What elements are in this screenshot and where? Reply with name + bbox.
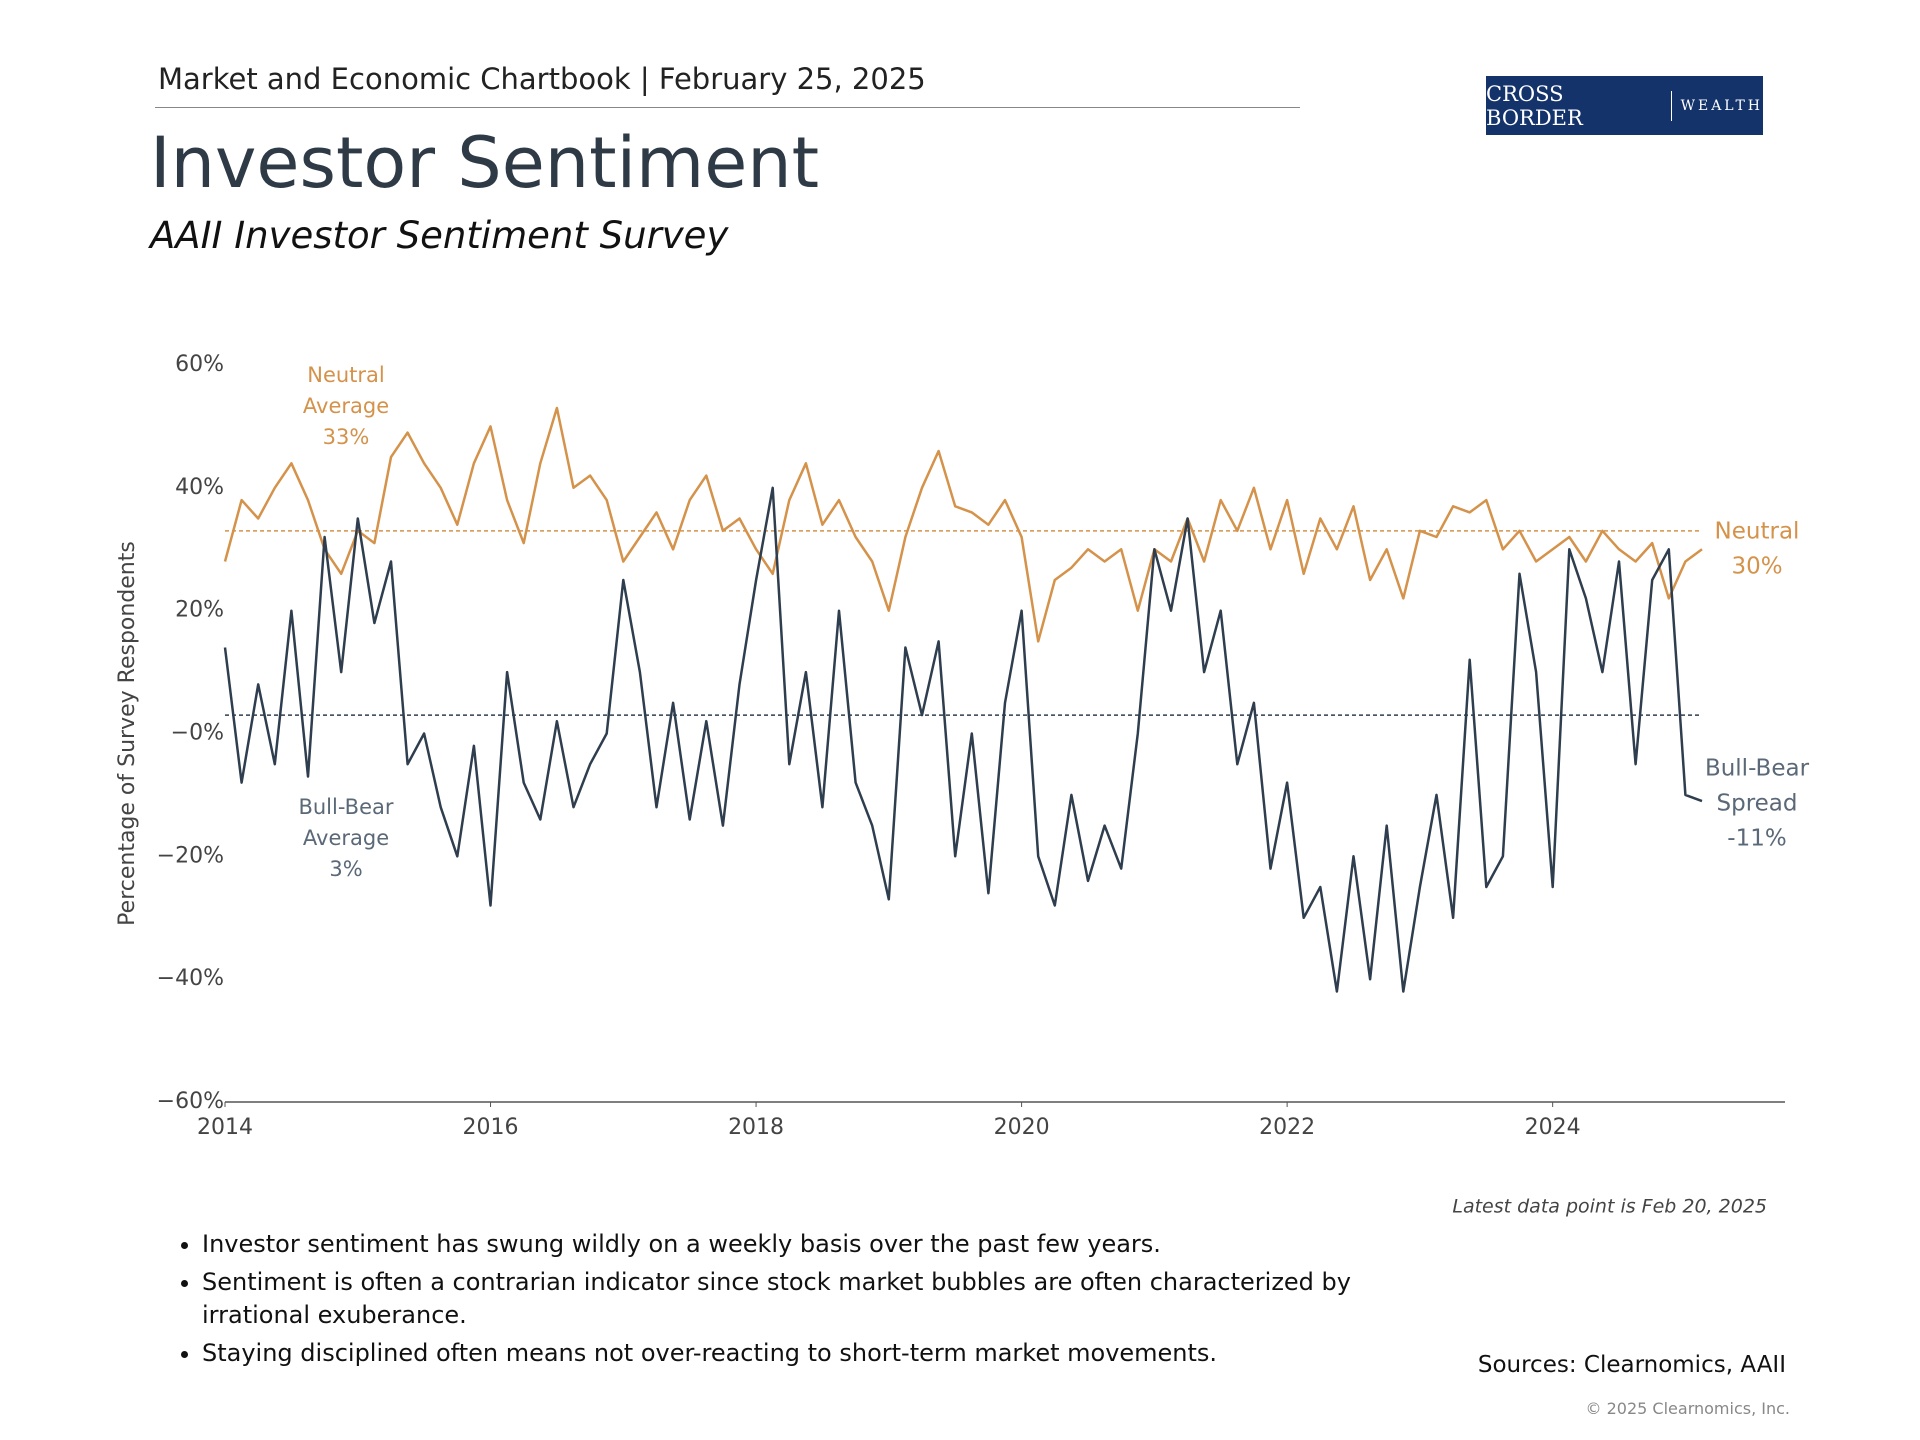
logo-divider — [1670, 90, 1672, 121]
x-tick-label: 2020 — [994, 1115, 1050, 1140]
bullet: Staying disciplined often means not over… — [202, 1337, 1432, 1370]
y-tick-label: −20% — [157, 843, 224, 868]
bullet: Sentiment is often a contrarian indicato… — [202, 1266, 1432, 1332]
annotation: Neutral — [307, 363, 385, 387]
annotation: Bull-Bear — [1705, 756, 1810, 782]
logo-sub: WEALTH — [1680, 97, 1763, 114]
annotation: -11% — [1727, 826, 1786, 852]
x-tick-label: 2024 — [1525, 1115, 1581, 1140]
y-tick-label: 40% — [175, 475, 224, 500]
title: Investor Sentiment — [150, 122, 820, 204]
logo-main: CROSS BORDER — [1486, 81, 1583, 130]
data-note: Latest data point is Feb 20, 2025 — [1452, 1196, 1767, 1218]
y-tick-label: 20% — [175, 598, 224, 623]
annotation: 30% — [1731, 554, 1782, 580]
logo: CROSS BORDER WEALTH — [1486, 76, 1763, 135]
chartbook-header: Market and Economic Chartbook | February… — [158, 62, 926, 96]
annotation: 3% — [329, 857, 362, 881]
y-tick-label: 60% — [175, 352, 224, 377]
subtitle: AAII Investor Sentiment Survey — [150, 214, 729, 257]
annotation: Bull-Bear — [298, 795, 393, 819]
y-tick-label: −60% — [157, 1089, 224, 1114]
header-rule — [155, 107, 1300, 108]
series-line — [223, 406, 1703, 643]
annotation: Spread — [1717, 791, 1798, 817]
series-line — [223, 486, 1703, 993]
bullet: Investor sentiment has swung wildly on a… — [202, 1228, 1432, 1261]
annotation: Average — [303, 394, 389, 418]
x-tick-label: 2014 — [197, 1115, 253, 1140]
sources: Sources: Clearnomics, AAII — [1477, 1352, 1786, 1378]
annotation: Neutral — [1715, 519, 1800, 545]
x-tick-label: 2016 — [463, 1115, 519, 1140]
y-axis-label: Percentage of Survey Respondents — [115, 541, 140, 926]
y-tick-label: −0% — [171, 721, 224, 746]
y-tick-label: −40% — [157, 966, 224, 991]
annotation: 33% — [323, 425, 370, 449]
bullet-list: Investor sentiment has swung wildly on a… — [168, 1228, 1432, 1375]
copyright: © 2025 Clearnomics, Inc. — [1585, 1399, 1790, 1418]
x-tick-label: 2022 — [1259, 1115, 1315, 1140]
x-tick-label: 2018 — [728, 1115, 784, 1140]
annotation: Average — [303, 826, 389, 850]
